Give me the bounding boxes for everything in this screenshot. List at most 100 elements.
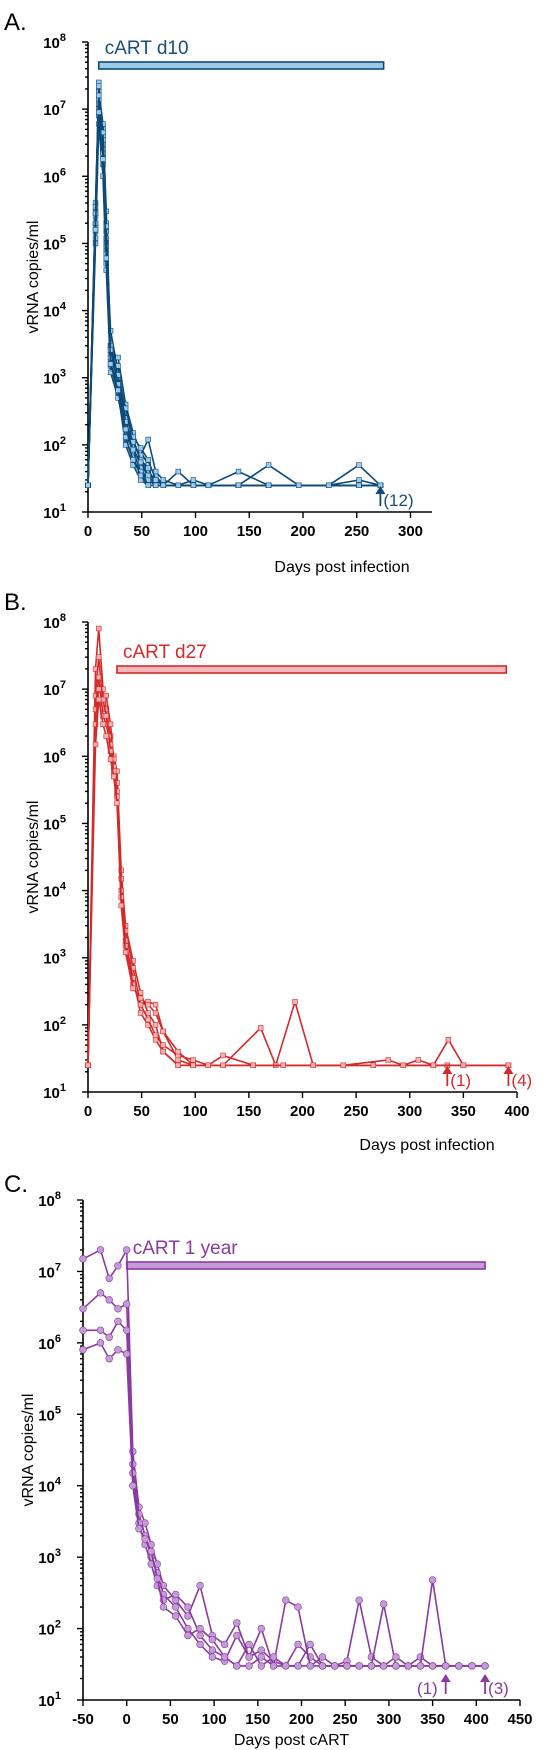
data-point — [190, 1062, 196, 1068]
data-point — [171, 1603, 180, 1611]
data-point — [245, 1662, 253, 1670]
data-point — [310, 1062, 316, 1068]
data-point — [208, 1646, 217, 1654]
x-tick-label: 0 — [123, 1711, 131, 1728]
x-tick-label: 400 — [504, 1103, 529, 1120]
data-point — [122, 949, 129, 956]
treatment-bar-label: cART 1 year — [133, 1238, 239, 1259]
data-point — [103, 255, 109, 262]
data-point — [96, 654, 102, 660]
data-point — [145, 465, 151, 471]
y-tick-label: 105 — [38, 1404, 61, 1424]
data-point — [105, 1274, 113, 1283]
y-tick-label: 108 — [43, 612, 66, 632]
x-tick-label: 200 — [290, 523, 315, 540]
data-point — [107, 361, 114, 367]
arrowhead-icon — [503, 1066, 514, 1074]
data-point — [96, 686, 102, 692]
data-point — [137, 1010, 144, 1016]
series-line — [87, 103, 381, 487]
data-point — [137, 459, 144, 465]
data-point — [92, 227, 99, 233]
y-tick-label: 108 — [43, 32, 66, 52]
y-tick-label: 101 — [43, 502, 66, 522]
data-point — [141, 1535, 149, 1543]
x-tick-label: 150 — [237, 523, 262, 540]
data-point — [160, 1048, 166, 1055]
y-axis-label: vRNA copies/ml — [25, 801, 42, 914]
data-point — [428, 1662, 437, 1670]
x-tick-label: 0 — [84, 523, 92, 540]
data-point — [294, 1603, 302, 1611]
data-point — [107, 756, 114, 763]
data-point — [205, 482, 212, 488]
data-point — [294, 1640, 302, 1649]
data-point — [122, 426, 129, 433]
data-point — [233, 1631, 241, 1640]
data-point — [220, 1052, 226, 1059]
data-point — [416, 1662, 425, 1670]
x-tick-label: 50 — [133, 523, 150, 540]
data-point — [96, 83, 102, 89]
x-tick-label: 350 — [420, 1711, 445, 1728]
data-point — [385, 1057, 391, 1063]
x-tick-label: 300 — [398, 523, 423, 540]
data-point — [122, 1300, 131, 1308]
data-point — [442, 1662, 450, 1670]
count-annotation: (3) — [488, 1679, 509, 1698]
data-point — [145, 1001, 151, 1008]
data-point — [175, 1048, 181, 1055]
data-point — [245, 1653, 253, 1661]
data-point — [257, 1662, 265, 1670]
data-point — [404, 1662, 412, 1670]
data-point — [257, 1624, 265, 1633]
data-point — [196, 1624, 204, 1633]
data-point — [147, 1547, 155, 1556]
data-point — [145, 436, 151, 443]
treatment-bar-label: cART d10 — [105, 38, 189, 59]
data-point — [160, 1028, 166, 1035]
data-point — [137, 445, 144, 451]
data-point — [257, 1646, 265, 1654]
data-point — [171, 1590, 180, 1599]
data-point — [430, 1062, 437, 1068]
data-point — [468, 1662, 476, 1670]
data-point — [153, 1574, 161, 1583]
x-tick-label: 250 — [333, 1711, 358, 1728]
data-point — [130, 446, 136, 453]
data-point — [96, 1289, 105, 1297]
data-point — [356, 462, 362, 468]
data-point — [152, 1001, 159, 1008]
data-point — [250, 1062, 256, 1068]
data-point — [79, 1255, 87, 1263]
x-tick-label: 50 — [162, 1711, 179, 1728]
data-point — [118, 902, 124, 909]
data-point — [306, 1662, 314, 1670]
count-annotation: (1) — [450, 1071, 471, 1090]
treatment-bar — [97, 61, 385, 70]
data-point — [96, 625, 102, 632]
y-tick-label: 104 — [43, 881, 67, 901]
y-axis-label: vRNA copies/ml — [20, 1394, 37, 1507]
data-point — [455, 1662, 463, 1670]
x-tick-label: 150 — [236, 1103, 261, 1120]
x-tick-label: 100 — [202, 1711, 227, 1728]
data-point — [205, 1062, 211, 1068]
x-tick-label: 300 — [376, 1711, 401, 1728]
data-point — [196, 1631, 204, 1640]
data-point — [79, 1346, 87, 1354]
data-point — [265, 482, 272, 488]
treatment-bar — [116, 665, 508, 674]
data-point — [460, 1062, 467, 1068]
data-point — [107, 748, 114, 754]
data-point — [184, 1631, 192, 1640]
panel-c: C. 101 102 103 104 105 106 107 108 -50 0 50 100 150 20… — [4, 1171, 533, 1749]
series-line — [87, 698, 509, 1067]
data-point — [196, 1640, 204, 1649]
data-point — [114, 1305, 122, 1313]
data-point — [135, 1525, 143, 1533]
data-point — [115, 387, 121, 393]
data-point — [114, 800, 120, 806]
data-point — [233, 1662, 241, 1670]
arrowhead-icon — [442, 1066, 453, 1074]
